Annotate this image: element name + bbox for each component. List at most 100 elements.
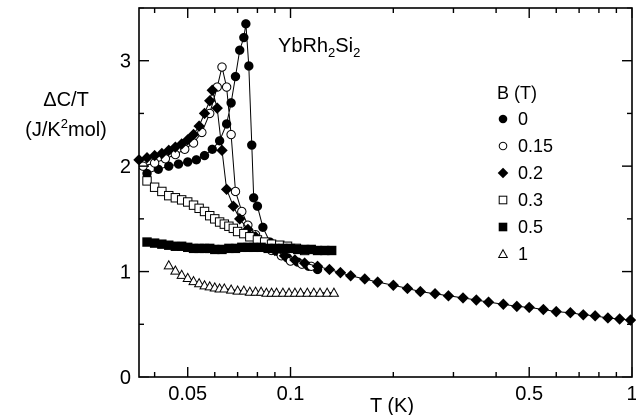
plot-frame	[138, 7, 633, 378]
y-tick-label: 1	[120, 262, 131, 284]
data-point	[227, 200, 240, 212]
data-point	[323, 263, 336, 276]
x-tick-label: 0.5	[515, 383, 543, 405]
data-point	[221, 82, 232, 92]
data-point	[602, 312, 614, 324]
data-point	[442, 290, 455, 302]
data-point	[234, 213, 246, 225]
data-point	[226, 98, 236, 108]
data-point	[271, 287, 282, 297]
x-tick-label: 1	[626, 383, 636, 405]
axis-ticks: 0.05 0.1 0.5 1 0 1 2 3	[120, 7, 636, 405]
data-point	[187, 128, 200, 141]
data-point	[239, 32, 249, 43]
data-point	[142, 176, 152, 186]
series-1	[163, 259, 340, 297]
data-point	[550, 305, 562, 318]
data-point	[173, 159, 184, 169]
data-point	[218, 282, 230, 293]
y-tick-label: 2	[120, 156, 131, 178]
data-point	[401, 282, 414, 295]
y-tick-label: 3	[120, 51, 131, 73]
data-point	[523, 301, 535, 314]
data-point	[511, 300, 523, 313]
data-point	[289, 254, 301, 266]
data-point	[199, 150, 210, 161]
data-point	[577, 309, 589, 321]
data-point	[270, 243, 280, 254]
legend-label: 0.15	[518, 136, 553, 156]
legend-marker-0.3	[498, 195, 508, 205]
legend-title: B (T)	[497, 83, 537, 103]
legend-marker-0.2	[497, 167, 509, 179]
data-point	[334, 266, 347, 279]
data-point	[183, 157, 193, 167]
data-point	[387, 279, 400, 291]
data-point	[226, 129, 236, 140]
legend-label: 0	[518, 109, 528, 129]
data-point	[298, 257, 311, 269]
data-point	[235, 45, 245, 55]
data-point	[371, 276, 384, 288]
legend-label: 0.2	[518, 163, 543, 183]
data-point	[207, 144, 217, 154]
data-point	[182, 272, 194, 282]
y-tick-label: 0	[120, 367, 131, 389]
data-point	[216, 144, 228, 157]
data-point	[308, 287, 320, 297]
y-axis-label-line2: (J/K2mol)	[25, 116, 107, 141]
legend-marker-0.15	[498, 141, 508, 151]
data-point	[248, 193, 259, 203]
legend-label: 1	[518, 244, 528, 264]
data-point	[221, 119, 232, 129]
data-point	[238, 285, 250, 295]
data-point	[311, 260, 324, 273]
data-point	[204, 95, 216, 107]
data-point	[182, 134, 194, 146]
chart-annotation: YbRh2Si2	[278, 35, 360, 60]
data-point	[163, 259, 175, 270]
data-point	[414, 285, 427, 298]
data-point	[191, 155, 202, 165]
series-0.5	[142, 237, 337, 256]
data-point	[497, 298, 510, 310]
data-point	[321, 287, 333, 297]
data-point	[230, 186, 241, 197]
data-point	[176, 269, 188, 279]
legend-marker-0.5	[498, 222, 508, 232]
y-axis-label-line1: ΔC/T	[43, 89, 89, 111]
data-point	[214, 136, 225, 146]
legend-label: 0.5	[518, 217, 543, 237]
x-tick-label: 0.05	[168, 383, 207, 405]
data-point	[344, 270, 357, 282]
data-point	[301, 287, 313, 297]
legend-label: 0.3	[518, 190, 543, 210]
data-point	[537, 303, 550, 316]
x-tick-label: 0.1	[277, 383, 305, 405]
data-point	[193, 120, 205, 132]
data-point	[247, 140, 257, 150]
data-point	[429, 288, 441, 300]
data-point	[198, 107, 211, 120]
legend: B (T) 0 0.15 0.2 0.3 0.5 1	[497, 83, 553, 264]
plot-content	[133, 19, 636, 326]
data-point	[359, 273, 371, 285]
data-point	[241, 19, 251, 29]
data-point	[206, 84, 218, 96]
data-point	[470, 294, 483, 306]
data-point	[328, 287, 340, 297]
x-axis-label: T (K)	[370, 395, 414, 415]
data-point	[624, 314, 636, 326]
data-point	[188, 275, 199, 286]
data-point	[278, 250, 291, 262]
data-point	[258, 222, 268, 232]
data-point	[314, 287, 326, 297]
data-point	[295, 287, 306, 297]
data-point	[230, 71, 241, 82]
data-point	[217, 62, 227, 72]
data-point	[232, 285, 243, 295]
data-point	[244, 61, 254, 71]
data-point	[170, 264, 181, 275]
data-point	[564, 306, 577, 319]
